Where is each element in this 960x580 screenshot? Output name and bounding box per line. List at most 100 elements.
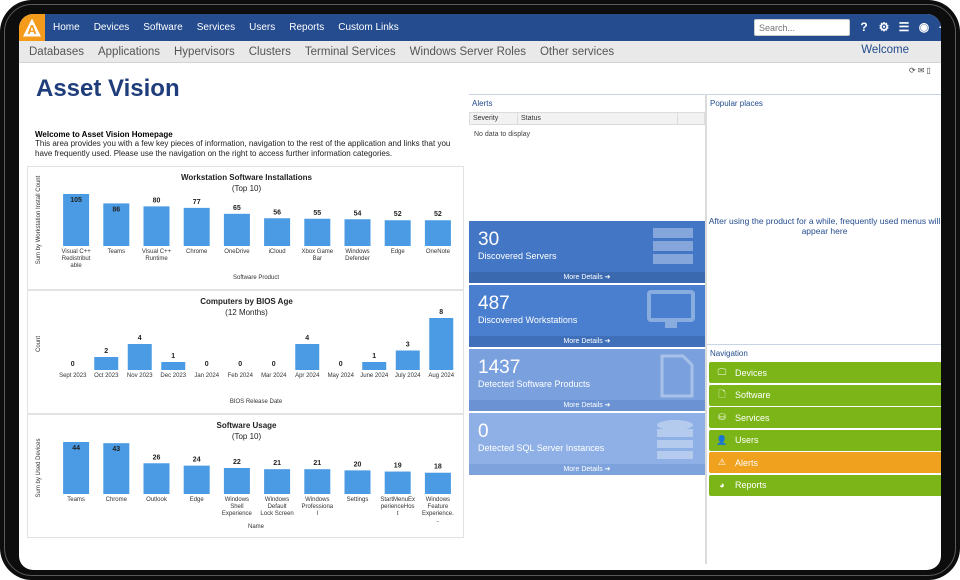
- user-avatar-icon[interactable]: ◉: [918, 20, 930, 34]
- kpi-value: 0: [478, 421, 489, 442]
- bar[interactable]: [384, 471, 411, 494]
- search-input[interactable]: [754, 19, 850, 36]
- refresh-icon[interactable]: ⟳: [909, 66, 918, 75]
- bar[interactable]: [161, 362, 186, 370]
- app-screen: A Home Devices Software Services Users R…: [19, 14, 941, 570]
- bar[interactable]: [304, 469, 331, 494]
- nav-button-devices[interactable]: 🖵 Devices: [709, 362, 941, 383]
- bar[interactable]: [362, 362, 387, 370]
- data-label: 19: [394, 463, 402, 470]
- nav-button-software[interactable]: 🗋 Software: [709, 384, 941, 406]
- bar[interactable]: [143, 206, 170, 246]
- nav-custom-links[interactable]: Custom Links: [338, 22, 399, 33]
- bar[interactable]: [295, 344, 320, 370]
- bar[interactable]: [264, 469, 291, 494]
- nav-devices[interactable]: Devices: [93, 22, 130, 33]
- app-logo[interactable]: A: [19, 14, 45, 41]
- nav-services[interactable]: Services: [196, 22, 236, 33]
- bar[interactable]: [103, 443, 130, 494]
- nav-button-alerts[interactable]: ⚠ Alerts: [709, 452, 941, 473]
- nav-software[interactable]: Software: [143, 22, 183, 33]
- bar[interactable]: [183, 465, 210, 494]
- bar[interactable]: [384, 220, 411, 246]
- nav-button-services[interactable]: ⛁ Services: [709, 407, 941, 428]
- gear-icon[interactable]: ⚙: [878, 20, 890, 34]
- bar[interactable]: [223, 213, 250, 246]
- y-axis-label: Sum by Used Devices: [36, 438, 42, 497]
- bar[interactable]: [344, 470, 371, 494]
- column-status[interactable]: Status: [517, 112, 678, 125]
- bar[interactable]: [63, 194, 90, 246]
- subnav-other-services[interactable]: Other services: [539, 45, 615, 58]
- subnav-windows-server-roles[interactable]: Windows Server Roles: [409, 45, 526, 58]
- help-icon[interactable]: ?: [860, 20, 868, 34]
- email-icon[interactable]: ✉: [917, 66, 927, 75]
- bar[interactable]: [143, 463, 170, 494]
- subnav-terminal-services[interactable]: Terminal Services: [304, 45, 396, 58]
- more-details-link[interactable]: More Details ➔: [469, 464, 705, 475]
- bar[interactable]: [94, 357, 119, 370]
- chart-svg: Computers by BIOS Age (12 Months) Count BIO…: [36, 297, 455, 405]
- pdf-icon[interactable]: ▯: [926, 66, 933, 75]
- alerts-panel: Alerts Severity Status No data to displa…: [469, 94, 705, 214]
- tick-label-line: Runtime: [145, 256, 168, 262]
- bar[interactable]: [127, 344, 152, 370]
- database-icon: [655, 418, 695, 467]
- more-details-link[interactable]: More Details ➔: [469, 272, 705, 283]
- subnav-hypervisors[interactable]: Hypervisors: [174, 45, 235, 58]
- chart-software-installations: Workstation Software Installations (Top 1…: [27, 166, 464, 290]
- file-icon: 🗋: [718, 389, 726, 399]
- chart-subtitle: (Top 10): [232, 184, 262, 193]
- nav-home[interactable]: Home: [53, 22, 80, 33]
- tick-label: Chrome: [186, 249, 208, 255]
- tick-label: Teams: [67, 497, 85, 503]
- user-icon: 👤: [716, 434, 728, 445]
- nav-button-reports[interactable]: ◕ Reports: [709, 474, 941, 496]
- tick-label-line: Settings: [347, 497, 369, 503]
- data-label: 0: [205, 361, 209, 368]
- nav-button-users[interactable]: 👤 Users: [709, 429, 941, 451]
- bar[interactable]: [223, 468, 250, 494]
- bar[interactable]: [429, 318, 454, 370]
- bar[interactable]: [304, 218, 331, 246]
- nav-reports[interactable]: Reports: [289, 22, 325, 33]
- server-icon: [651, 226, 695, 271]
- bar[interactable]: [424, 472, 451, 494]
- tick-label-line: Nov 2023: [127, 373, 153, 379]
- data-label: 4: [138, 335, 142, 342]
- logo-letter: A: [23, 18, 41, 37]
- chart-subtitle: (Top 10): [232, 432, 262, 441]
- more-details-link[interactable]: More Details ➔: [469, 400, 705, 411]
- chart-title: Software Usage: [216, 421, 277, 430]
- welcome-text: This area provides you with a few key pi…: [35, 139, 451, 158]
- x-axis-label: Software Product: [233, 275, 279, 281]
- bar[interactable]: [344, 219, 371, 246]
- tick-label-line: Chrome: [106, 497, 128, 503]
- welcome-link[interactable]: Welcome: [861, 44, 909, 56]
- subnav-applications[interactable]: Applications: [97, 45, 160, 58]
- sliders-icon[interactable]: ☰: [898, 20, 910, 34]
- tick-label: Windows Feature Experience...: [422, 497, 454, 524]
- bar[interactable]: [63, 442, 90, 494]
- tick-label-line: ..: [436, 518, 440, 524]
- bar[interactable]: [424, 220, 451, 246]
- column-severity[interactable]: Severity: [469, 112, 518, 125]
- logout-icon[interactable]: ⇥: [937, 18, 941, 36]
- tick-label-line: Outlook: [146, 497, 168, 503]
- bar[interactable]: [103, 203, 130, 246]
- bar[interactable]: [395, 350, 420, 371]
- chart-svg: Workstation Software Installations (Top 1…: [36, 173, 451, 281]
- bar[interactable]: [183, 207, 210, 246]
- subnav-databases[interactable]: Databases: [29, 45, 84, 58]
- tick-label: iCloud: [269, 249, 286, 255]
- tick-label: Windows Shell Experience: [222, 497, 253, 517]
- x-axis-label: Name: [248, 524, 265, 530]
- subnav-clusters[interactable]: Clusters: [248, 45, 291, 58]
- more-details-link[interactable]: More Details ➔: [469, 336, 705, 347]
- nav-button-label: Reports: [735, 480, 767, 490]
- chart-software-usage: Software Usage (Top 10) Sum by Used Device…: [27, 414, 464, 538]
- data-label: 3: [406, 342, 410, 349]
- nav-users[interactable]: Users: [249, 22, 276, 33]
- bar[interactable]: [264, 218, 291, 246]
